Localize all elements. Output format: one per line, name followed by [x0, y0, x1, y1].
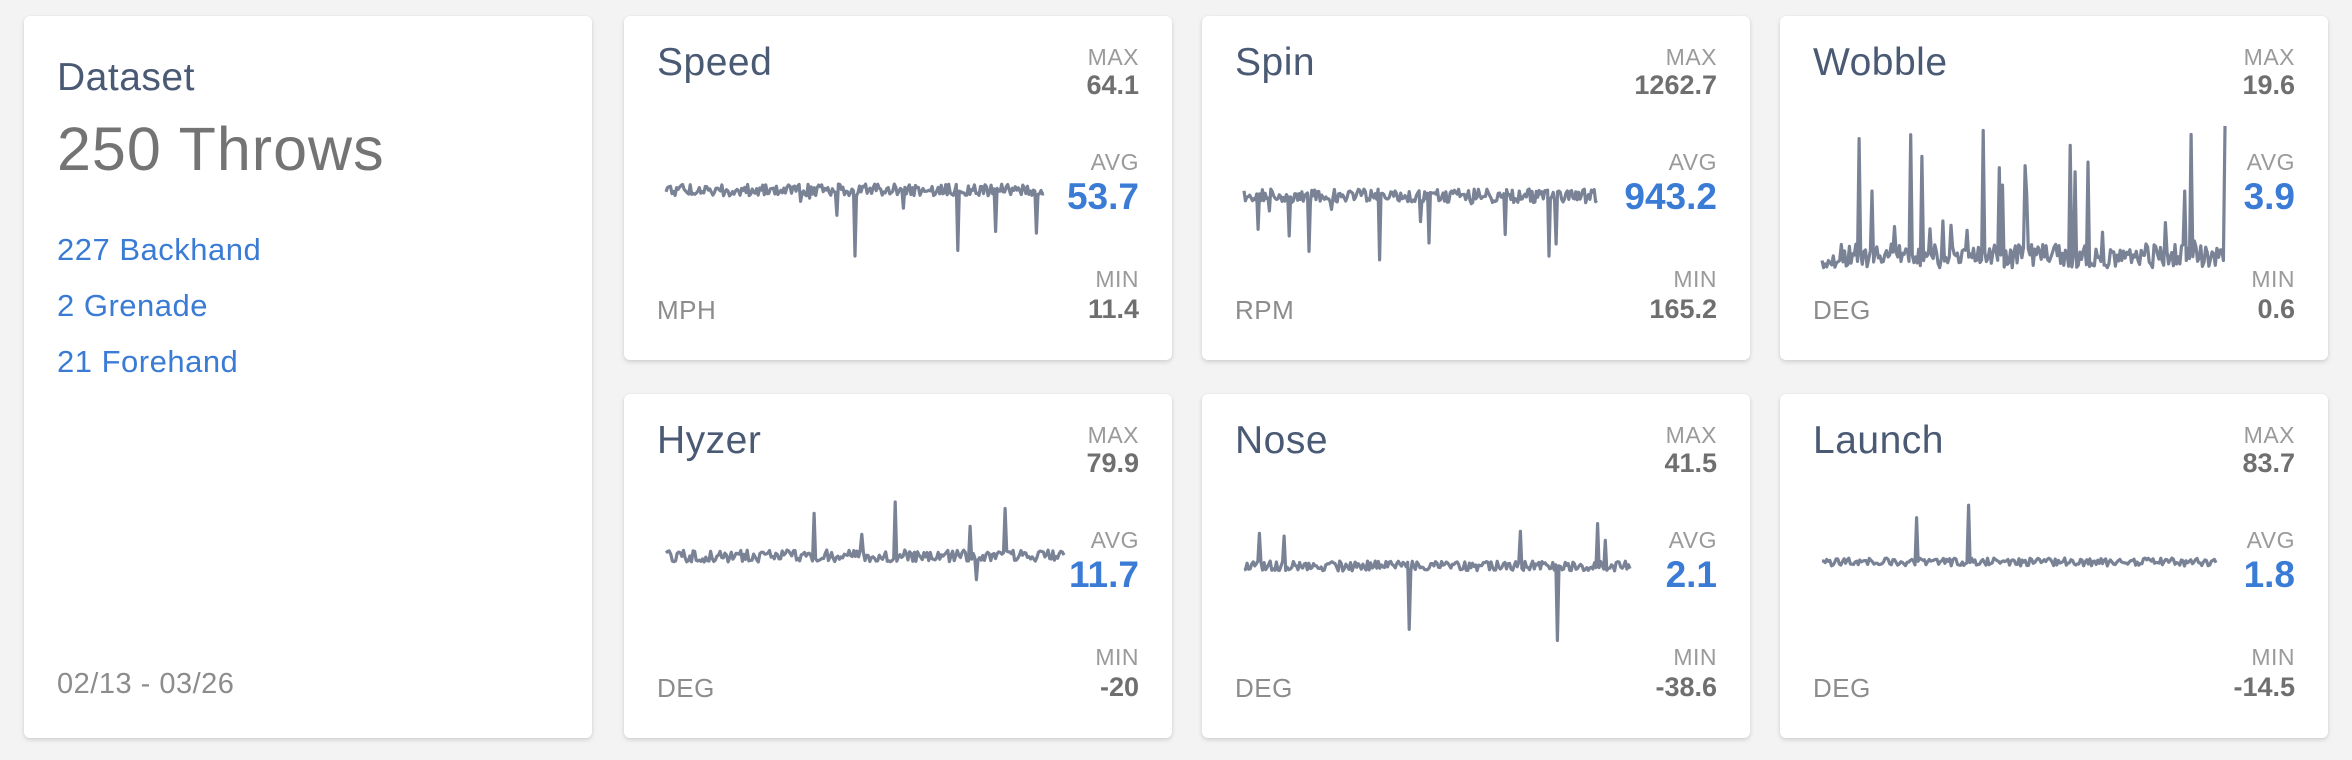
throw-count: 250 Throws [57, 115, 385, 183]
avg-value: 943.2 [1624, 176, 1717, 217]
max-value: 79.9 [1086, 448, 1139, 478]
metric-title: Launch [1813, 419, 1944, 462]
min-value: 165.2 [1649, 294, 1717, 324]
max-label: MAX [1665, 44, 1717, 70]
max-label: MAX [2243, 422, 2295, 448]
sparkline-path [1821, 503, 2218, 568]
throw-type-forehand-link[interactable]: 21 Forehand [57, 344, 239, 379]
max-label: MAX [1087, 422, 1139, 448]
throw-type-backhand-link[interactable]: 227 Backhand [57, 232, 262, 267]
avg-label: AVG [1668, 149, 1717, 175]
sparkline-path [1242, 187, 1598, 262]
metric-title: Spin [1235, 41, 1316, 84]
min-label: MIN [1095, 644, 1139, 670]
avg-label: AVG [2246, 149, 2295, 175]
unit-label: DEG [1813, 295, 1871, 325]
unit-label: DEG [657, 673, 715, 703]
sparkline-path [664, 182, 1045, 258]
metric-title: Wobble [1813, 41, 1948, 84]
sparkline-path [1820, 125, 2227, 270]
min-label: MIN [2251, 644, 2295, 670]
max-value: 83.7 [2242, 448, 2295, 478]
min-label: MIN [1673, 266, 1717, 292]
min-value: -14.5 [2233, 672, 2295, 702]
wobble-card: Wobble MAX 19.6 AVG 3.9 MIN 0.6 DEG [1780, 16, 2328, 360]
dataset-card: Dataset 250 Throws 227 Backhand 2 Grenad… [24, 16, 592, 738]
max-value: 64.1 [1086, 70, 1139, 100]
spin-sparkline [1242, 187, 1598, 262]
metric-title: Hyzer [657, 419, 762, 462]
metric-title: Nose [1235, 419, 1329, 462]
hyzer-card: Hyzer MAX 79.9 AVG 11.7 MIN -20 DEG [624, 394, 1172, 738]
nose-card: Nose MAX 41.5 AVG 2.1 MIN -38.6 DEG [1202, 394, 1750, 738]
throw-type-list: 227 Backhand 2 Grenade 21 Forehand [57, 222, 261, 390]
avg-label: AVG [2246, 527, 2295, 553]
date-range: 02/13 - 03/26 [57, 668, 235, 700]
metric-title: Speed [657, 41, 773, 84]
avg-label: AVG [1668, 527, 1717, 553]
avg-value: 2.1 [1665, 554, 1717, 595]
sparkline-path [664, 500, 1066, 582]
avg-value: 3.9 [2243, 176, 2295, 217]
max-value: 19.6 [2242, 70, 2295, 100]
max-value: 41.5 [1664, 448, 1717, 478]
min-label: MIN [1673, 644, 1717, 670]
max-label: MAX [2243, 44, 2295, 70]
max-label: MAX [1665, 422, 1717, 448]
avg-label: AVG [1090, 149, 1139, 175]
min-label: MIN [2251, 266, 2295, 292]
avg-value: 11.7 [1069, 554, 1139, 595]
speed-card: Speed MAX 64.1 AVG 53.7 MIN 11.4 MPH [624, 16, 1172, 360]
min-value: -38.6 [1655, 672, 1717, 702]
max-value: 1262.7 [1634, 70, 1717, 100]
avg-label: AVG [1090, 527, 1139, 553]
nose-sparkline [1243, 522, 1632, 643]
launch-sparkline [1821, 503, 2218, 568]
hyzer-sparkline [664, 500, 1066, 582]
avg-value: 53.7 [1066, 176, 1139, 217]
spin-card: Spin MAX 1262.7 AVG 943.2 MIN 165.2 RPM [1202, 16, 1750, 360]
throw-type-grenade-link[interactable]: 2 Grenade [57, 288, 208, 323]
wobble-sparkline [1820, 125, 2227, 270]
min-label: MIN [1095, 266, 1139, 292]
avg-value: 1.8 [2243, 554, 2295, 595]
min-value: 0.6 [2257, 294, 2295, 324]
unit-label: DEG [1235, 673, 1293, 703]
min-value: -20 [1099, 672, 1139, 702]
max-label: MAX [1087, 44, 1139, 70]
dataset-title: Dataset [57, 56, 195, 99]
min-value: 11.4 [1087, 294, 1139, 324]
unit-label: DEG [1813, 673, 1871, 703]
sparkline-path [1243, 522, 1632, 643]
unit-label: RPM [1235, 295, 1295, 325]
speed-sparkline [664, 182, 1045, 258]
launch-card: Launch MAX 83.7 AVG 1.8 MIN -14.5 DEG [1780, 394, 2328, 738]
unit-label: MPH [657, 295, 717, 325]
